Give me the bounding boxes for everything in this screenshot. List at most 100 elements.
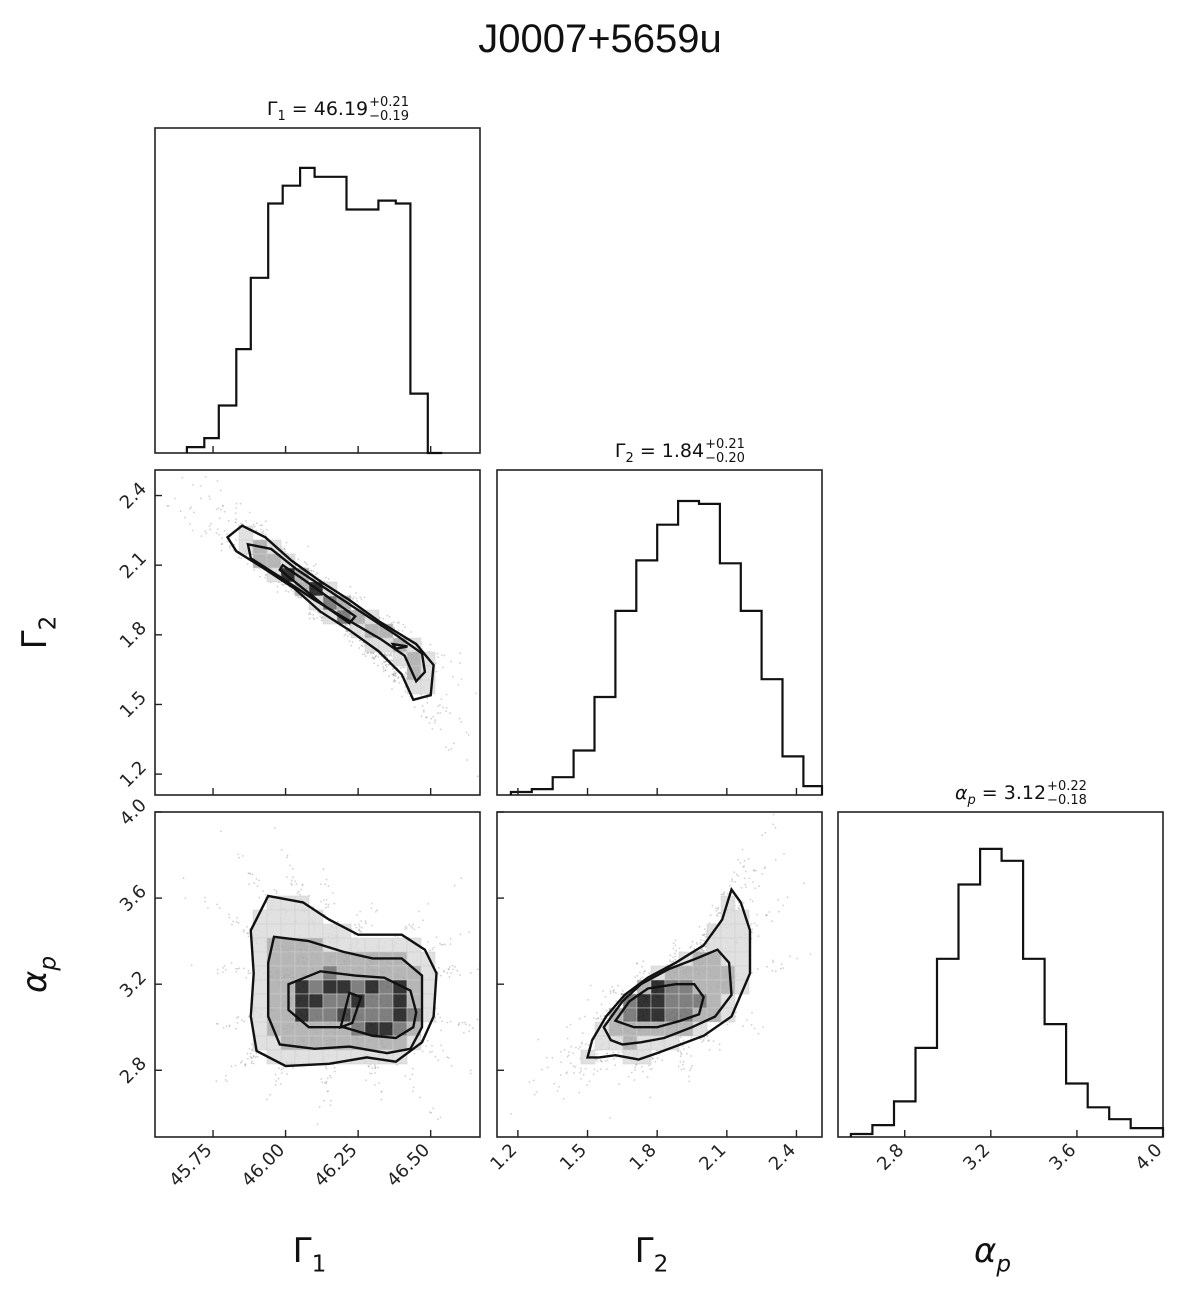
sample-point [374, 911, 377, 913]
sample-point [330, 1076, 332, 1079]
sample-point [440, 1044, 442, 1047]
sample-point [189, 523, 191, 525]
sample-point [223, 965, 226, 967]
sample-point [252, 1055, 255, 1057]
sample-point [750, 1023, 753, 1026]
sample-point [463, 1031, 465, 1034]
panel-frame [154, 469, 481, 796]
density-cell [650, 1007, 666, 1023]
sample-point [208, 495, 211, 498]
sample-point [323, 1081, 326, 1084]
sample-point [429, 1111, 431, 1114]
sample-point [388, 675, 390, 678]
sample-point [688, 1046, 690, 1049]
sample-point [401, 630, 404, 632]
sample-point [678, 947, 681, 950]
sample-point [281, 1072, 283, 1074]
sample-point [417, 910, 420, 913]
sample-point [398, 621, 400, 624]
sample-point [735, 1011, 737, 1014]
sample-point [320, 619, 323, 622]
sample-point [312, 614, 315, 616]
sample-point [715, 909, 718, 912]
sample-point [390, 654, 393, 657]
sample-point [300, 888, 302, 891]
density-cell [636, 1021, 652, 1037]
sample-point [468, 1030, 471, 1033]
sample-point [603, 1014, 606, 1017]
sample-point [265, 574, 267, 577]
sample-point [577, 1048, 580, 1050]
sample-point [294, 880, 297, 883]
sample-point [380, 1098, 383, 1101]
x-tick-label: 46.00 [238, 1140, 289, 1191]
sample-point [427, 941, 429, 943]
sample-point [764, 832, 767, 834]
sample-point [395, 672, 397, 674]
density-cell [594, 1035, 610, 1051]
sample-point [460, 678, 463, 680]
sample-point [219, 489, 222, 492]
sample-point [453, 742, 455, 745]
sample-point [287, 590, 290, 593]
x-tick-label: 2.1 [695, 1140, 730, 1175]
sample-point [222, 967, 224, 969]
sample-point [580, 1070, 582, 1072]
sample-point [404, 675, 406, 677]
sample-point [220, 543, 223, 546]
sample-point [373, 657, 376, 660]
sample-point [249, 873, 252, 875]
sample-point [256, 885, 259, 888]
sample-point [546, 1066, 549, 1069]
sample-point [440, 1029, 442, 1032]
x-tick-label: 1.2 [486, 1140, 521, 1175]
sample-point [324, 883, 327, 886]
sample-point [459, 933, 462, 936]
sample-point [393, 674, 395, 677]
sample-point [190, 964, 193, 967]
sample-point [304, 562, 307, 565]
sample-point [247, 1015, 250, 1018]
sample-point [750, 923, 753, 925]
sample-point [450, 1065, 453, 1067]
sample-point [358, 925, 361, 928]
sample-point [442, 943, 445, 946]
density-cell [294, 993, 310, 1009]
sample-point [449, 943, 452, 945]
sample-point [204, 530, 207, 533]
sample-point [283, 548, 286, 551]
sample-point [228, 916, 231, 919]
sample-point [568, 1051, 570, 1053]
sample-point [443, 970, 445, 973]
density-cell [294, 909, 310, 925]
sample-point [716, 915, 719, 917]
sample-point [703, 933, 705, 936]
sample-point [284, 550, 286, 553]
sample-point [425, 716, 428, 719]
sample-point [449, 712, 451, 714]
sample-point [320, 1078, 323, 1080]
sample-point [727, 892, 729, 895]
sample-point [431, 948, 434, 951]
sample-point [299, 596, 301, 599]
sample-point [592, 1017, 595, 1019]
density-cell [392, 965, 408, 981]
sample-point [809, 953, 812, 955]
sample-point [504, 911, 506, 913]
sample-point [345, 630, 348, 632]
sample-point [587, 1044, 590, 1046]
sample-point [235, 539, 237, 541]
panel-content [166, 476, 479, 778]
sample-point [737, 906, 740, 909]
sample-point [246, 932, 249, 935]
sample-point [450, 972, 453, 975]
sample-point [578, 1071, 581, 1074]
sample-point [374, 1072, 376, 1074]
sample-point [596, 1070, 599, 1072]
sample-point [669, 954, 672, 957]
x-axis-label: Γ1 [293, 1231, 327, 1278]
sample-point [717, 908, 719, 910]
sample-point [344, 633, 347, 636]
density-cell [622, 1007, 638, 1023]
sample-point [789, 955, 791, 958]
